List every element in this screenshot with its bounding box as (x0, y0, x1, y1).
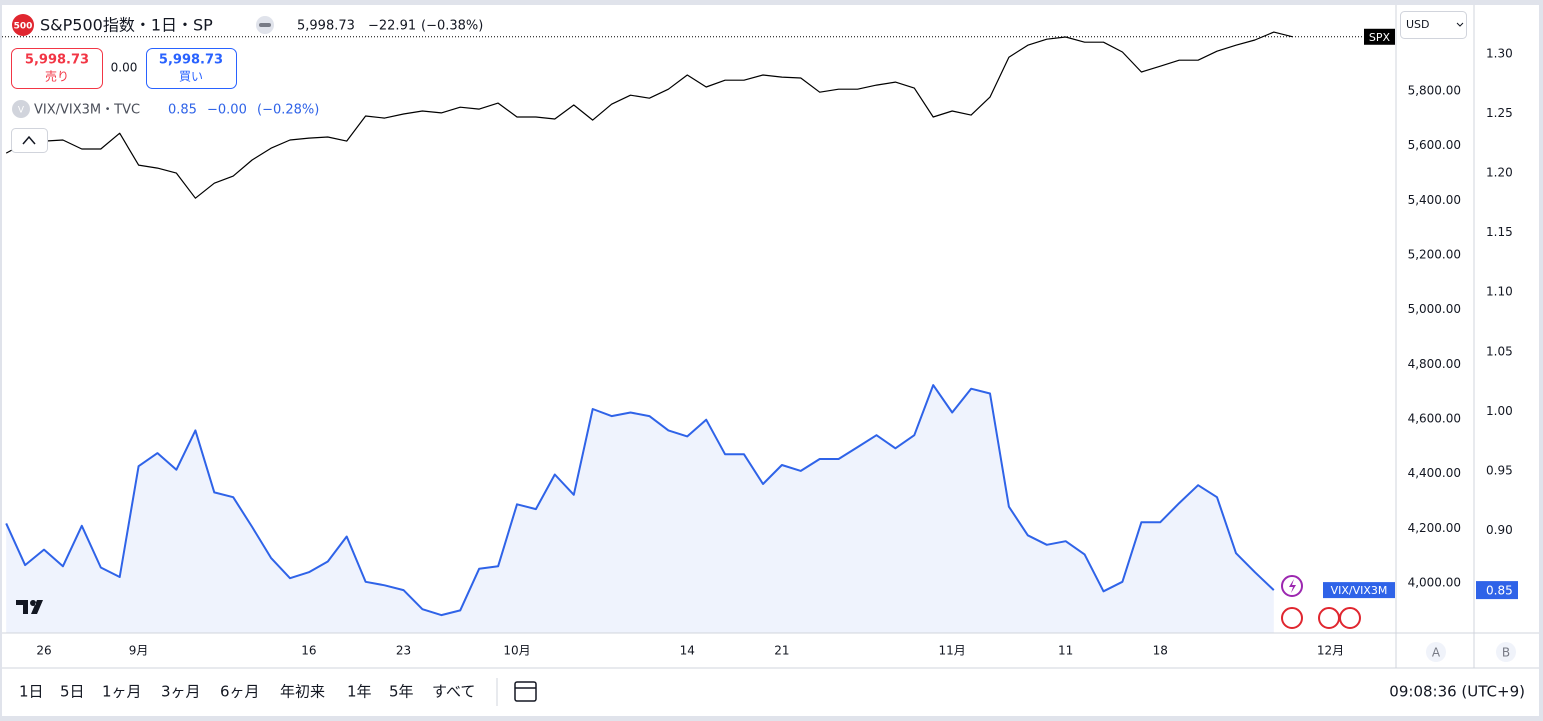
series-badge (1364, 28, 1395, 45)
economic-event-icon[interactable] (1318, 607, 1340, 629)
area-fill (6, 385, 1274, 633)
series-badge (1323, 582, 1395, 599)
tv-logo (16, 600, 43, 614)
legend-icon-text: V (18, 106, 25, 116)
range-button[interactable]: 年初来 (280, 683, 325, 701)
y-tick-label: 4,400.00 (1408, 466, 1461, 480)
scale-button-label: B (1502, 646, 1510, 660)
x-tick-label: 12月 (1317, 644, 1344, 658)
y2-tick-label: 0.90 (1486, 523, 1513, 537)
last-price: 5,998.73 (297, 19, 355, 34)
x-tick-label: 14 (680, 644, 695, 658)
economic-event-icon[interactable] (1281, 607, 1303, 629)
symbol-title[interactable]: S&P500指数・1日・SP (40, 16, 213, 35)
chevron-up (22, 135, 36, 145)
lightning-icon (1289, 579, 1296, 593)
panel (2, 5, 1539, 716)
range-button[interactable]: 3ヶ月 (161, 683, 201, 701)
series-line (5, 384, 1275, 617)
logo-text: 500 (14, 22, 33, 32)
y-tick-label: 4,600.00 (1408, 412, 1461, 426)
y2-tick-label: 1.05 (1486, 344, 1513, 358)
y2-tick-label: 1.00 (1486, 404, 1513, 418)
calendar-icon (514, 681, 537, 702)
y-tick-label: 4,000.00 (1408, 575, 1461, 589)
x-tick-label: 10月 (503, 644, 530, 658)
y2-tick-label: 1.25 (1486, 106, 1513, 120)
economic-event-icon[interactable] (1339, 607, 1361, 629)
y2-tick-label: 0.95 (1486, 463, 1513, 477)
legend-change-pct: (−0.28%) (257, 103, 319, 118)
currency: USD (1406, 18, 1430, 31)
series-line (5, 31, 1293, 199)
y-tick-label: 4,800.00 (1408, 357, 1461, 371)
plot (2, 31, 1396, 633)
scale-button-label: A (1432, 646, 1441, 660)
sell-button[interactable] (11, 48, 103, 89)
clock[interactable]: 09:08:36 (UTC+9) (1389, 683, 1525, 701)
dropdown-chevron (1456, 22, 1464, 27)
axis-value-badge (1476, 581, 1518, 600)
range-button[interactable]: 5日 (60, 683, 85, 701)
legend-icon (12, 100, 30, 118)
range-button[interactable]: 1日 (19, 683, 44, 701)
legend-change: −0.00 (207, 103, 247, 118)
x-tick-label: 26 (36, 644, 51, 658)
spread: 0.00 (111, 61, 138, 75)
buy-button[interactable] (146, 48, 237, 89)
y2-tick-label: 1.15 (1486, 225, 1513, 239)
y-tick-label: 5,600.00 (1408, 138, 1461, 152)
legend-value: 0.85 (168, 103, 197, 118)
x-tick-label: 9月 (129, 644, 149, 658)
legend-symbol[interactable]: VIX/VIX3M・TVC (34, 103, 140, 118)
y-tick-label: 4,200.00 (1408, 521, 1461, 535)
y-tick-label: 5,400.00 (1408, 193, 1461, 207)
y-tick-label: 5,200.00 (1408, 248, 1461, 262)
collapse-legend-button[interactable] (11, 128, 48, 153)
buy-label: 買い (179, 70, 203, 84)
y2-tick-label: 1.10 (1486, 285, 1513, 299)
y2-tick-label: 1.20 (1486, 166, 1513, 180)
range-button[interactable]: 5年 (389, 683, 414, 701)
range-button[interactable]: 1年 (347, 683, 372, 701)
scale-button[interactable] (1496, 642, 1516, 662)
x-tick-label: 23 (396, 644, 411, 658)
y2-tick-label: 1.30 (1486, 46, 1513, 60)
range-buttons: 1日 5日 1ヶ月 3ヶ月 6ヶ月 年初来 1年 5年 すべて (19, 683, 475, 701)
range-button[interactable]: すべて (432, 683, 475, 701)
x-tick-label: 11 (1058, 644, 1073, 658)
sell-label: 売り (45, 69, 69, 84)
collapse-icon (259, 23, 271, 27)
x-tick-label: 21 (774, 644, 789, 658)
y-tick-label: 5,000.00 (1408, 302, 1461, 316)
x-tick-label: 11月 (939, 644, 966, 658)
price-change-pct: (−0.38%) (421, 19, 483, 34)
series-name: VIX/VIX3M (1331, 584, 1388, 597)
y-tick-label: 5,800.00 (1408, 84, 1461, 98)
x-tick-label: 18 (1153, 644, 1168, 658)
range-button[interactable]: 1ヶ月 (102, 683, 142, 701)
scale-button[interactable] (1426, 642, 1446, 662)
axis-value-label: 0.85 (1486, 584, 1513, 598)
sell-price: 5,998.73 (25, 53, 89, 68)
buy-price: 5,998.73 (159, 53, 223, 68)
x-tick-label: 16 (301, 644, 316, 658)
goto-date-button[interactable] (514, 681, 537, 702)
symbol-logo (12, 14, 34, 36)
range-button[interactable]: 6ヶ月 (220, 683, 260, 701)
price-change: −22.91 (368, 19, 416, 34)
series-name: SPX (1369, 31, 1391, 44)
currency-dropdown[interactable] (1400, 11, 1467, 39)
